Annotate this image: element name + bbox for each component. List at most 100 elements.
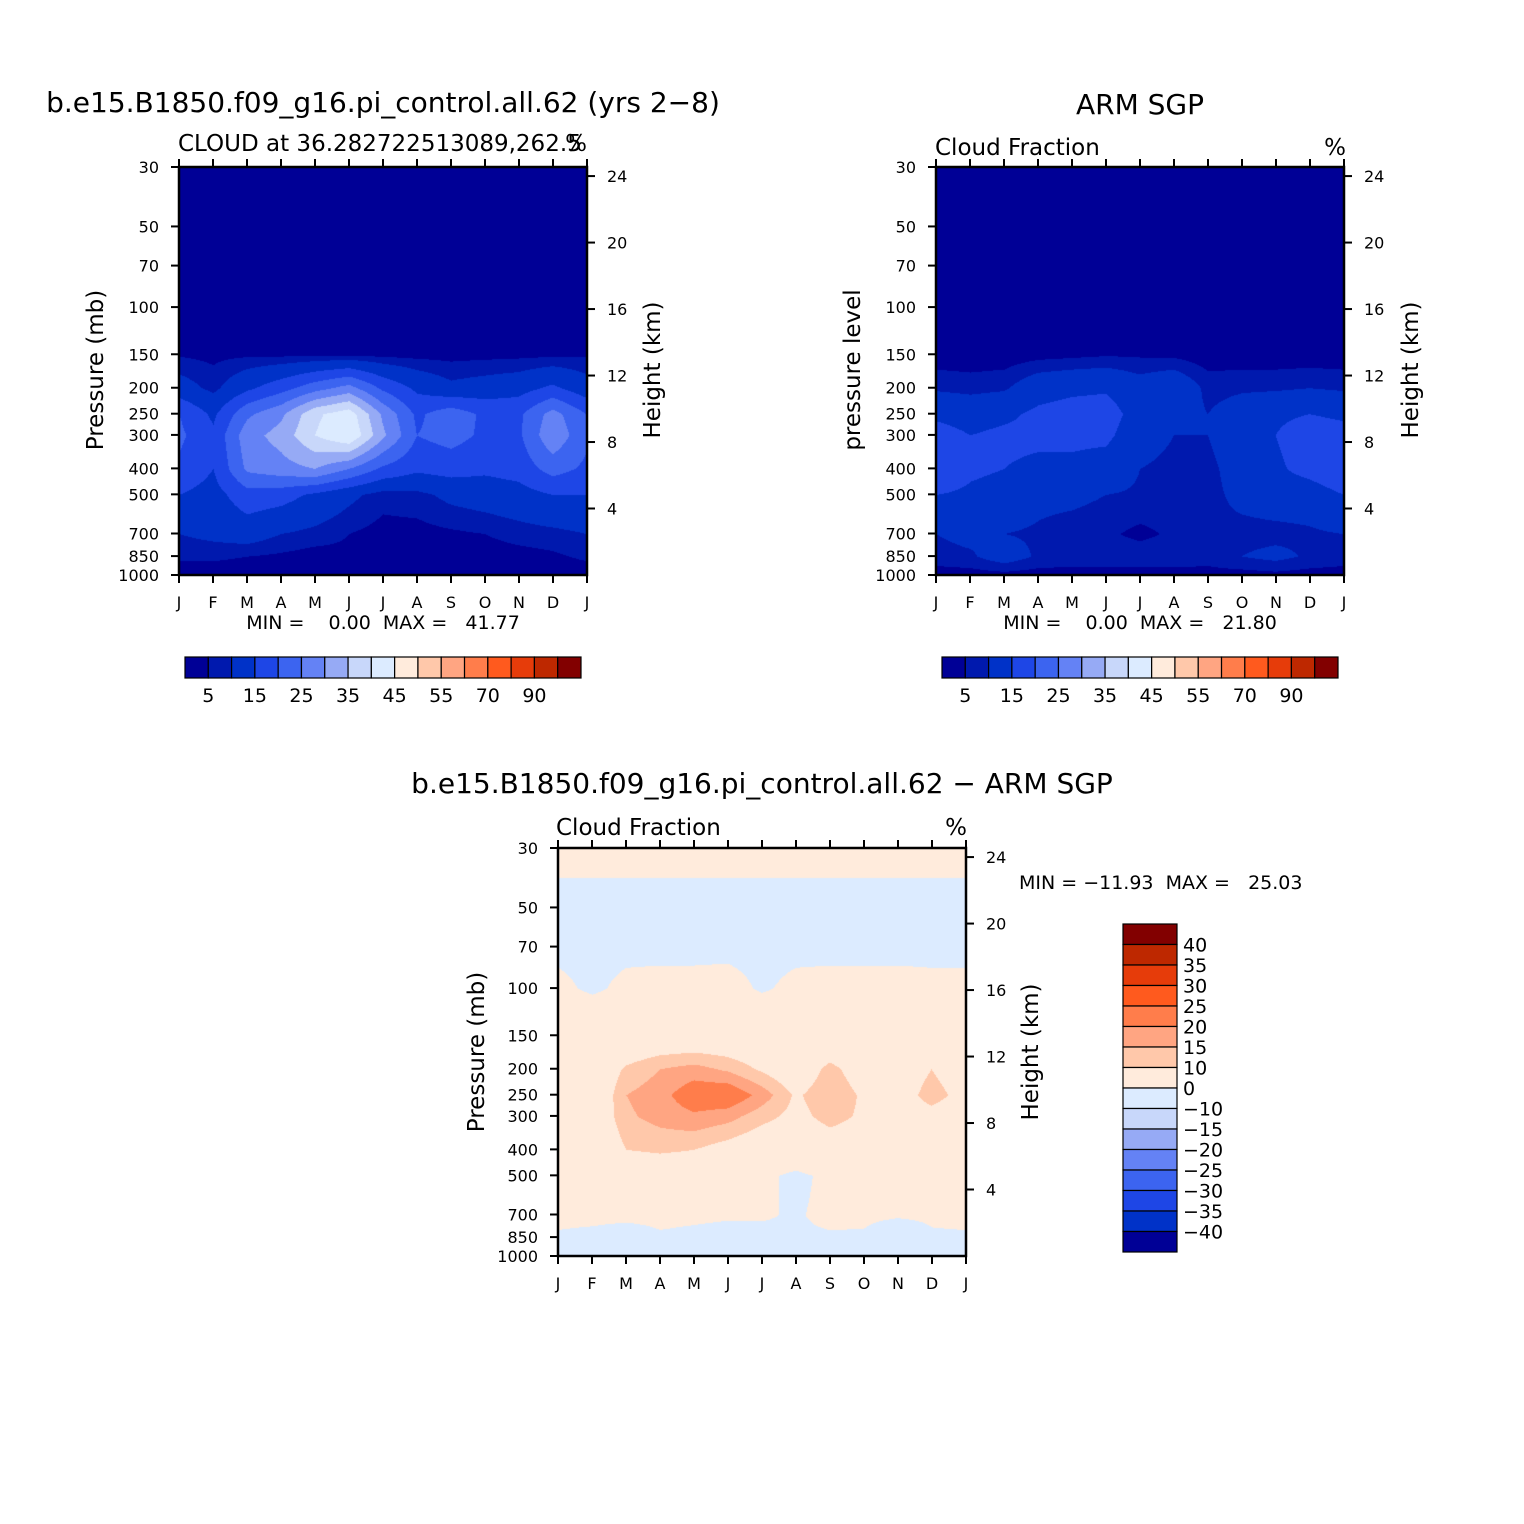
y-tick-right-label: 24 [986,848,1006,867]
x-tick-label: S [446,593,456,612]
y-tick-label: 700 [885,524,916,543]
colorbar-box [1122,1066,1178,1089]
y-tick-label: 250 [128,405,159,424]
x-tick-label: F [587,1274,596,1293]
y-tick-label: 850 [128,547,159,566]
y-tick-label: 250 [507,1086,538,1105]
colorbar-box [1197,656,1223,679]
model-contour-plot: J F M A M J J A S O N D J 30 50 70 100 150 200 250 300 400 500… [118,158,627,612]
diff-subtitle-right: % [945,815,967,841]
x-tick-label: S [1203,593,1213,612]
y-tick-right-label: 20 [986,915,1006,934]
colorbar-label: 30 [1183,976,1207,998]
y-tick-right-label: 4 [986,1181,996,1200]
x-tick-label: J [1103,593,1109,612]
colorbar-box [1174,656,1199,679]
colorbar-label: 5 [202,685,214,707]
x-tick-label: O [1236,593,1249,612]
colorbar-box [487,656,512,679]
y-tick-right-label: 8 [1364,433,1374,452]
colorbar-box [1244,656,1269,679]
panel-diff: b.e15.B1850.f09_g16.pi_control.all.62 − … [411,767,1302,1293]
colorbar-box [533,656,559,679]
y-tick-right-label: 4 [1364,500,1374,519]
colorbar-label: 90 [522,685,546,707]
colorbar-label: 0 [1183,1078,1195,1100]
y-tick-label: 200 [128,379,159,398]
y-tick-right-label: 24 [607,167,627,186]
colorbar-box [1314,656,1339,679]
colorbar-label: 55 [429,685,453,707]
model-colorbar: 5 15 25 35 45 55 70 90 [184,656,582,707]
y-tick-label: 70 [518,938,538,957]
colorbar-box [1122,1025,1178,1048]
colorbar-label: 15 [1000,685,1024,707]
model-subtitle-right: % [565,131,587,157]
model-minmax: MIN = 0.00 MAX = 41.77 [246,612,520,634]
colorbar-label: 5 [959,685,971,707]
x-tick-label: M [308,593,322,612]
colorbar-box [987,656,1013,679]
y-tick-label: 150 [128,345,159,364]
colorbar-box [347,656,372,679]
colorbar-label: 35 [336,685,360,707]
y-tick-label: 700 [507,1205,538,1224]
x-tick-label: J [933,593,939,612]
y-tick-label: 70 [139,257,159,276]
y-tick-label: 250 [885,405,916,424]
x-tick-label: A [791,1274,802,1293]
colorbar-label: −20 [1183,1140,1223,1162]
y-tick-label: 500 [128,485,159,504]
colorbar-label: 25 [1046,685,1070,707]
x-tick-label: N [1270,593,1282,612]
colorbar-box [1122,1169,1178,1192]
colorbar-box [1081,656,1106,679]
y-tick-label: 50 [139,217,159,236]
y-tick-right-label: 12 [986,1048,1006,1067]
y-tick-label: 1000 [497,1247,538,1266]
x-tick-label: D [1304,593,1316,612]
y-tick-label: 150 [507,1026,538,1045]
x-tick-label: A [412,593,423,612]
y-tick-label: 1000 [118,566,159,585]
model-ylabel-right: Height (km) [640,301,666,438]
colorbar-label: 25 [1183,996,1207,1018]
x-tick-label: D [926,1274,938,1293]
y-tick-label: 50 [896,217,916,236]
colorbar-box [1220,656,1246,679]
y-tick-right-label: 16 [607,300,627,319]
colorbar-label: −10 [1183,1099,1223,1121]
colorbar-box [1122,964,1178,987]
colorbar-label: −35 [1183,1201,1223,1223]
diff-title: b.e15.B1850.f09_g16.pi_control.all.62 − … [411,767,1113,800]
colorbar-box [1122,1005,1178,1028]
y-tick-label: 70 [896,257,916,276]
obs-colorbar: 5 15 25 35 45 55 70 90 [941,656,1339,707]
y-tick-label: 150 [885,345,916,364]
colorbar-label: 70 [1233,685,1257,707]
colorbar-label: 70 [476,685,500,707]
colorbar-box [1267,656,1293,679]
x-tick-label: J [1341,593,1347,612]
diff-subtitle-left: Cloud Fraction [556,815,721,841]
x-tick-label: O [479,593,492,612]
colorbar-label: −25 [1183,1160,1223,1182]
colorbar-label: 35 [1093,685,1117,707]
model-ylabel: Pressure (mb) [83,290,109,450]
y-tick-right-label: 20 [1364,234,1384,253]
y-tick-right-label: 12 [607,367,627,386]
x-tick-label: N [513,593,525,612]
colorbar-box [1122,1210,1178,1233]
colorbar-box [557,656,582,679]
colorbar-box [1122,984,1178,1007]
x-tick-label: M [1065,593,1079,612]
x-tick-label: A [1033,593,1044,612]
x-tick-label: J [963,1274,969,1293]
colorbar-box [1122,1189,1178,1212]
colorbar-box [370,656,396,679]
colorbar-label: −30 [1183,1181,1223,1203]
colorbar-box [277,656,303,679]
colorbar-box [1034,656,1060,679]
y-tick-label: 850 [507,1228,538,1247]
